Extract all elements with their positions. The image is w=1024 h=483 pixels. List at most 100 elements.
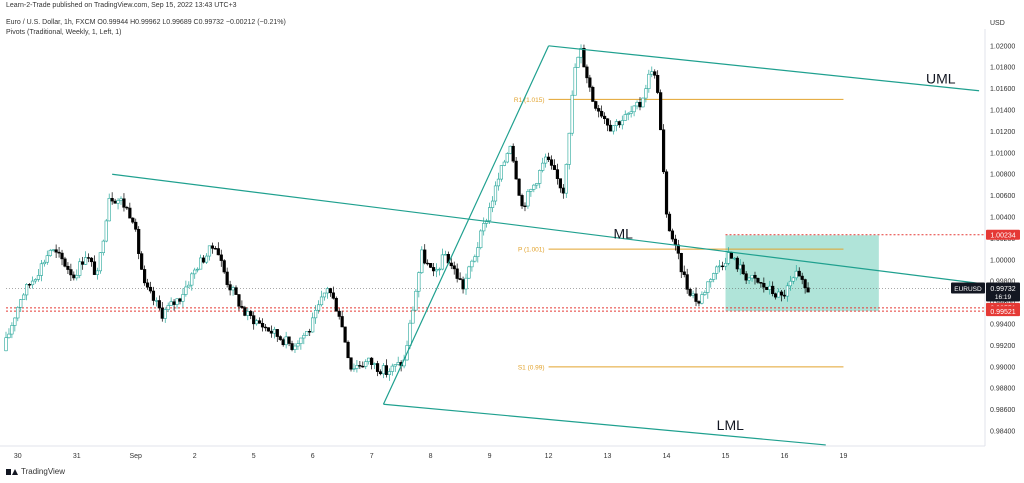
pivot-label: S1 (0.99)	[518, 364, 545, 371]
candle	[234, 287, 238, 295]
time-tick-label: 30	[14, 453, 22, 460]
pitchfork-label: LML	[717, 417, 744, 433]
price-tick-label: 1.02000	[990, 43, 1015, 50]
candle	[210, 245, 215, 249]
pitchfork-line[interactable]	[382, 45, 550, 405]
candle	[437, 268, 442, 271]
candle	[638, 101, 642, 108]
symbol-tag[interactable]	[951, 282, 985, 294]
candle	[95, 270, 100, 275]
candle	[597, 108, 601, 112]
candle	[48, 250, 52, 256]
candle	[178, 298, 182, 302]
candle	[328, 288, 332, 294]
candle	[54, 249, 58, 253]
candle	[86, 257, 91, 259]
candle	[187, 284, 191, 288]
candle	[697, 301, 701, 304]
candle	[45, 255, 49, 263]
candle	[331, 292, 335, 299]
candle	[393, 364, 397, 367]
candle	[753, 274, 757, 279]
price-tick-label: 1.01600	[990, 86, 1015, 93]
candle	[66, 265, 70, 270]
candle	[738, 264, 742, 270]
countdown-text: 16:19	[995, 294, 1012, 301]
level-badge-text: 1.00234	[990, 233, 1015, 240]
candle	[694, 293, 698, 302]
indicator-line[interactable]: Pivots (Traditional, Weekly, 1, Left, 1)	[6, 29, 122, 36]
candle	[263, 326, 268, 329]
time-tick-label: 14	[663, 453, 671, 460]
level-badge[interactable]	[986, 229, 1020, 240]
candle	[266, 327, 271, 332]
candle	[729, 252, 734, 259]
candle	[635, 101, 639, 107]
candle	[281, 339, 285, 346]
candle	[682, 271, 686, 275]
candle	[160, 307, 164, 319]
candle	[334, 297, 338, 312]
symbol-ohlc-line[interactable]: Euro / U.S. Dollar, 1h, FXCM O0.99944 H0…	[6, 19, 286, 26]
candle	[166, 305, 170, 310]
candle	[750, 274, 754, 279]
candle	[511, 145, 515, 162]
candle	[529, 189, 533, 192]
candle	[508, 145, 512, 154]
candle	[216, 248, 220, 256]
candle	[222, 260, 226, 273]
last-price-badge[interactable]	[986, 282, 1020, 302]
pitchfork-line[interactable]	[548, 45, 980, 92]
candle	[42, 261, 46, 265]
candle	[505, 153, 509, 163]
candle	[794, 270, 798, 279]
candle	[591, 86, 595, 102]
price-tick-label: 0.99800	[990, 279, 1015, 286]
pitchfork-label: ML	[613, 225, 633, 241]
candle	[27, 284, 32, 286]
pitchfork-line[interactable]	[112, 173, 980, 284]
publisher-line: Learn-2-Trade published on TradingView.c…	[6, 2, 237, 9]
candle	[800, 275, 804, 280]
candle	[249, 311, 253, 316]
candle	[63, 258, 67, 267]
candle	[30, 280, 35, 286]
candle	[499, 165, 503, 180]
candle	[98, 252, 102, 272]
level-badge[interactable]	[986, 306, 1020, 317]
candle	[78, 261, 82, 276]
candle	[134, 221, 138, 230]
candle	[361, 365, 365, 368]
candle	[544, 156, 548, 164]
time-tick-label: 16	[781, 453, 789, 460]
pitchfork-line[interactable]	[383, 403, 826, 446]
candle	[110, 198, 114, 202]
candle	[776, 291, 781, 298]
candle	[588, 77, 592, 88]
price-tick-label: 1.00000	[990, 257, 1015, 264]
candle	[659, 92, 663, 131]
candle	[325, 288, 330, 294]
candle	[275, 329, 279, 337]
candle	[765, 286, 769, 290]
candle	[679, 253, 683, 273]
candle	[670, 230, 675, 240]
candle	[443, 254, 447, 256]
candle	[19, 299, 23, 308]
candle	[240, 305, 244, 308]
candle	[762, 282, 766, 288]
candle	[107, 198, 111, 222]
candle	[39, 263, 43, 276]
candle	[319, 296, 324, 306]
candle	[667, 213, 672, 232]
candle	[228, 284, 232, 291]
candle	[128, 207, 132, 219]
candle	[700, 294, 704, 304]
candle	[184, 286, 188, 295]
candle	[561, 187, 565, 194]
price-tick-label: 0.98400	[990, 429, 1015, 436]
candle	[257, 320, 262, 324]
candle	[81, 261, 85, 265]
candle	[600, 110, 604, 117]
